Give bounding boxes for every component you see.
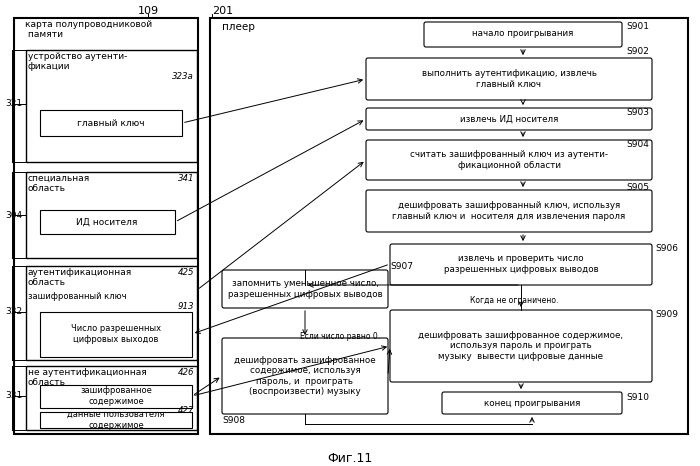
Bar xyxy=(210,18,688,434)
Text: выполнить аутентификацию, извлечь
главный ключ: выполнить аутентификацию, извлечь главны… xyxy=(421,69,596,89)
FancyBboxPatch shape xyxy=(222,338,388,414)
Text: извлечь ИД носителя: извлечь ИД носителя xyxy=(460,115,558,123)
FancyBboxPatch shape xyxy=(424,22,622,47)
FancyBboxPatch shape xyxy=(366,58,652,100)
Text: 323a: 323a xyxy=(172,72,194,81)
Text: карта полупроводниковой
 памяти: карта полупроводниковой памяти xyxy=(25,20,152,40)
Bar xyxy=(40,110,182,136)
Text: S907: S907 xyxy=(390,262,413,271)
Text: 201: 201 xyxy=(212,6,233,16)
Bar xyxy=(26,366,197,430)
FancyBboxPatch shape xyxy=(366,140,652,180)
Text: не аутентификационная
область: не аутентификационная область xyxy=(28,368,147,387)
Text: 304: 304 xyxy=(5,211,22,219)
Text: 426: 426 xyxy=(178,368,194,377)
Text: устройство аутенти-
фикации: устройство аутенти- фикации xyxy=(28,52,127,71)
Text: начало проигрывания: начало проигрывания xyxy=(473,29,574,39)
Text: зашифрованный ключ: зашифрованный ключ xyxy=(28,292,127,301)
FancyBboxPatch shape xyxy=(222,270,388,308)
Text: Если число равно 0.: Если число равно 0. xyxy=(300,332,380,341)
Bar xyxy=(26,50,197,162)
Bar xyxy=(40,312,192,357)
Text: дешифровать зашифрованное содержимое,
используя пароль и проиграть
музыку  вывес: дешифровать зашифрованное содержимое, ис… xyxy=(419,331,624,361)
Text: запомнить уменьшенное число,
разрешенных цифровых выводов: запомнить уменьшенное число, разрешенных… xyxy=(228,279,382,299)
Text: дешифровать зашифрованное
содержимое, используя
пароль, и  проиграть
(воспроизве: дешифровать зашифрованное содержимое, ис… xyxy=(234,356,376,396)
Text: S909: S909 xyxy=(655,310,678,319)
Bar xyxy=(14,18,198,434)
Text: 341: 341 xyxy=(178,174,194,183)
Text: S902: S902 xyxy=(626,47,649,56)
Text: S906: S906 xyxy=(655,244,678,253)
Bar xyxy=(26,172,197,258)
Text: аутентификационная
область: аутентификационная область xyxy=(28,268,132,288)
FancyBboxPatch shape xyxy=(366,190,652,232)
Text: дешифровать зашифрованный ключ, используя
главный ключ и  носителя для извлечени: дешифровать зашифрованный ключ, использу… xyxy=(393,201,626,221)
FancyBboxPatch shape xyxy=(390,244,652,285)
Text: 332: 332 xyxy=(5,308,22,316)
Text: данные пользователя
содержимое: данные пользователя содержимое xyxy=(67,410,164,430)
Text: S904: S904 xyxy=(626,140,649,149)
Text: извлечь и проверить число
разрешенных цифровых выводов: извлечь и проверить число разрешенных ци… xyxy=(444,254,598,274)
Text: главный ключ: главный ключ xyxy=(77,118,145,128)
Text: 427: 427 xyxy=(178,406,194,415)
Text: специальная
область: специальная область xyxy=(28,174,90,193)
Text: Когда не ограничено.: Когда не ограничено. xyxy=(470,296,559,305)
Text: S903: S903 xyxy=(626,108,649,117)
Text: 913: 913 xyxy=(178,302,194,311)
Bar xyxy=(40,412,192,428)
Text: конец проигрывания: конец проигрывания xyxy=(484,398,580,407)
Text: ИД носителя: ИД носителя xyxy=(76,218,138,226)
Text: зашифрованное
содержимое: зашифрованное содержимое xyxy=(80,386,152,406)
Text: 321: 321 xyxy=(5,100,22,109)
Text: Фиг.11: Фиг.11 xyxy=(328,452,372,465)
FancyBboxPatch shape xyxy=(366,108,652,130)
Text: 425: 425 xyxy=(178,268,194,277)
Text: плеер: плеер xyxy=(222,22,255,32)
Text: считать зашифрованный ключ из аутенти-
фикационной области: считать зашифрованный ключ из аутенти- ф… xyxy=(410,151,608,170)
Text: 109: 109 xyxy=(137,6,159,16)
Text: S901: S901 xyxy=(626,22,649,31)
Text: S908: S908 xyxy=(222,416,245,425)
Text: Число разрешенных
цифровых выходов: Число разрешенных цифровых выходов xyxy=(71,324,161,344)
Bar xyxy=(40,385,192,408)
Text: 331: 331 xyxy=(5,391,22,400)
Text: S910: S910 xyxy=(626,393,649,402)
FancyBboxPatch shape xyxy=(442,392,622,414)
FancyBboxPatch shape xyxy=(390,310,652,382)
Bar xyxy=(26,266,197,360)
Bar xyxy=(40,210,175,234)
Text: S905: S905 xyxy=(626,183,649,192)
